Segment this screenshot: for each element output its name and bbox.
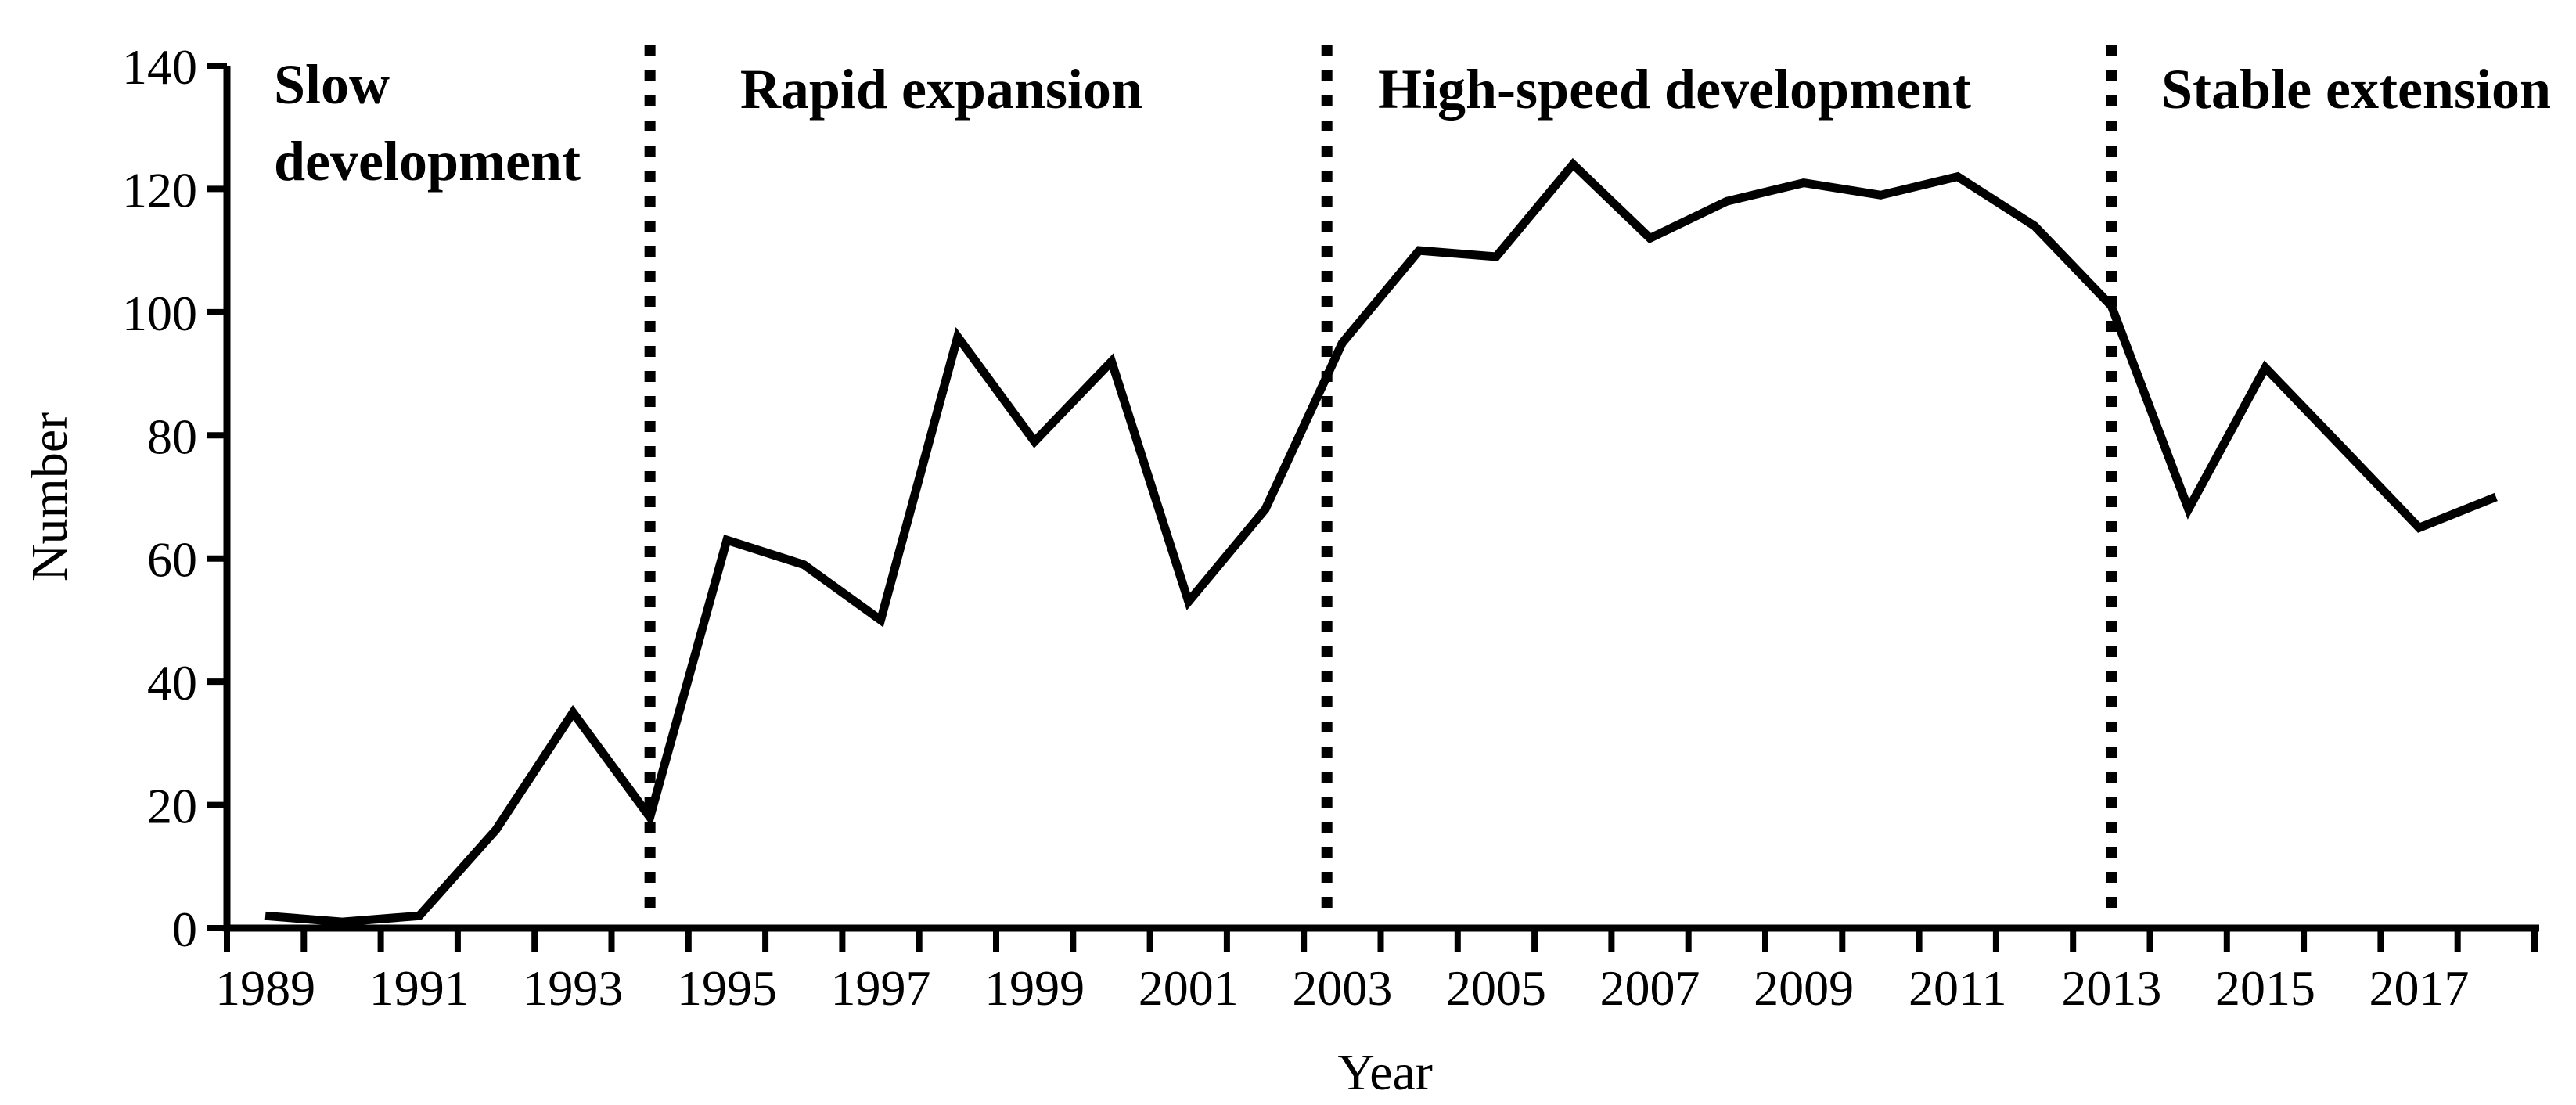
y-tick-label: 120	[122, 162, 197, 218]
y-tick-label: 60	[147, 532, 197, 588]
chart-plot-area: 0 20 40 60 80 100 120 140 1989 1991 1993 1995 1997 19…	[122, 39, 2539, 1016]
y-tick-label: 20	[147, 779, 197, 834]
x-tick-label: 1997	[831, 960, 931, 1016]
y-tick-label: 80	[147, 409, 197, 464]
phase-label-high-speed-development: High-speed development	[1378, 58, 1971, 121]
x-tick-label: 1993	[523, 960, 623, 1016]
x-tick-label: 2017	[2369, 960, 2470, 1016]
phase-label-slow-line1: Slow	[274, 53, 390, 116]
x-tick-label: 2001	[1139, 960, 1239, 1016]
y-tick-label: 140	[122, 39, 197, 95]
x-tick-label: 2005	[1446, 960, 1546, 1016]
data-line-series	[264, 157, 2498, 927]
x-tick-label: 2003	[1292, 960, 1392, 1016]
x-tick-label: 2013	[2061, 960, 2161, 1016]
y-tick-label: 100	[122, 286, 197, 341]
x-tick-label: 1991	[369, 960, 470, 1016]
x-tick-label: 2011	[1909, 960, 2007, 1016]
y-tick-label: 40	[147, 655, 197, 711]
x-tick-label: 1999	[984, 960, 1085, 1016]
x-tick-label: 1995	[677, 960, 777, 1016]
x-tick-label: 2007	[1600, 960, 1700, 1016]
y-axis-title: Number	[21, 412, 78, 581]
x-tick-label: 2009	[1754, 960, 1854, 1016]
x-tick-label: 2015	[2215, 960, 2315, 1016]
phase-label-slow-line2: development	[274, 130, 581, 193]
y-tick-label: 0	[172, 902, 197, 957]
phase-label-rapid-expansion: Rapid expansion	[740, 58, 1142, 121]
x-axis-title: Year	[1337, 1044, 1433, 1101]
x-tick-label: 1989	[215, 960, 315, 1016]
phase-label-stable-extension: Stable extension	[2161, 58, 2551, 121]
